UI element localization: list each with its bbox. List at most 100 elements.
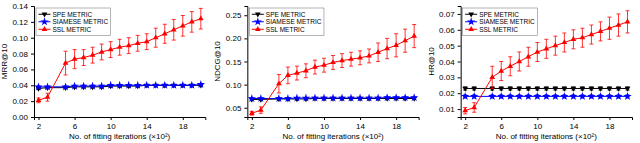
point: [294, 70, 300, 75]
point: [302, 94, 310, 102]
y-tick-label: 0.15: [226, 58, 242, 67]
legend-label: SSL METRIC: [53, 26, 92, 33]
point: [320, 94, 328, 102]
y-tick: 0.06: [12, 65, 34, 74]
y-tick-label: 0.04: [439, 58, 455, 67]
x-tick-mark: [288, 117, 289, 120]
point: [124, 81, 132, 89]
error-bar: [340, 54, 344, 68]
series: [462, 11, 630, 114]
series: [248, 93, 419, 102]
point: [580, 34, 586, 39]
x-tick-mark: [501, 117, 502, 120]
x-tick-label: 10: [533, 122, 542, 131]
point: [551, 92, 559, 100]
point: [249, 110, 255, 115]
point: [616, 87, 622, 92]
point: [143, 81, 151, 89]
y-axis: 0.010.020.030.040.050.060.07: [439, 7, 461, 118]
panel: 261014180.000.020.040.060.080.100.120.14…: [0, 2, 206, 141]
y-tick-label: 0.25: [226, 11, 242, 20]
point: [198, 15, 204, 20]
point: [534, 87, 540, 92]
legend-item: SPE METRIC: [465, 11, 519, 18]
y-tick: 0.12: [12, 18, 34, 27]
point: [543, 46, 549, 51]
y-tick-label: 0.04: [12, 81, 28, 90]
series: [461, 92, 632, 100]
error-bar: [295, 66, 299, 80]
point: [330, 59, 336, 64]
point: [589, 87, 595, 92]
error-bar: [385, 38, 389, 58]
y-axis-line: [31, 7, 35, 118]
y-tick-label: 0.02: [12, 97, 28, 106]
error-bar: [562, 33, 566, 52]
point: [311, 94, 319, 102]
error-bar: [580, 28, 584, 47]
point: [152, 81, 160, 89]
error-bar: [376, 43, 380, 62]
point: [533, 92, 541, 100]
point: [117, 44, 123, 49]
y-tick: 0.04: [12, 81, 34, 90]
x-axis-title: No. of fitting iterations (×10²): [282, 132, 383, 141]
point: [97, 82, 105, 90]
error-bar: [517, 52, 521, 71]
point: [596, 92, 604, 100]
legend-marker: [255, 13, 261, 18]
x-tick-mark: [39, 117, 40, 120]
error-bar: [403, 29, 407, 52]
y-tick: 0.08: [12, 50, 34, 59]
x-tick: 2: [463, 117, 468, 131]
y-tick-label: 0.00: [12, 113, 28, 122]
legend-item: SPE METRIC: [39, 11, 93, 18]
point: [471, 104, 477, 109]
y-tick-mark: [244, 15, 247, 16]
y-tick-mark: [31, 6, 34, 7]
error-bar: [136, 35, 140, 51]
point: [534, 49, 540, 54]
point: [275, 94, 283, 102]
point: [571, 36, 577, 41]
error-bar: [259, 107, 263, 113]
point: [88, 82, 96, 90]
point: [461, 92, 469, 100]
error-bar: [571, 30, 575, 49]
x-tick-label: 14: [143, 122, 152, 131]
point: [153, 34, 159, 39]
legend-label: SIAMESE METRIC: [266, 18, 322, 25]
x-tick-mark: [609, 117, 610, 120]
point: [347, 94, 355, 102]
point: [562, 87, 568, 92]
point: [34, 82, 42, 90]
error-bar: [463, 107, 467, 113]
y-tick-mark: [31, 54, 34, 55]
x-tick: 10: [533, 117, 542, 131]
panel: 261014180.010.020.030.040.050.060.07No. …: [427, 7, 633, 142]
x-tick: 2: [250, 117, 255, 131]
point: [180, 23, 186, 28]
error-bar: [472, 103, 476, 113]
point: [348, 56, 354, 61]
legend-label: SIAMESE METRIC: [53, 18, 109, 25]
error-bar: [589, 25, 593, 44]
point: [410, 93, 418, 101]
x-tick-mark: [147, 117, 148, 120]
legend-marker: [42, 13, 48, 18]
point: [197, 80, 205, 88]
y-tick-mark: [244, 108, 247, 109]
y-tick-label: 0.06: [439, 26, 455, 35]
point: [90, 52, 96, 57]
point: [276, 80, 282, 85]
y-tick: 0.20: [226, 34, 248, 43]
y-tick-mark: [458, 30, 461, 31]
x-tick-label: 2: [463, 122, 468, 131]
y-tick-mark: [244, 85, 247, 86]
point: [356, 94, 364, 102]
legend-frame: [463, 8, 538, 36]
legend-marker: [40, 17, 48, 25]
error-bar: [145, 34, 149, 50]
error-bar: [508, 57, 512, 76]
point: [525, 87, 531, 92]
